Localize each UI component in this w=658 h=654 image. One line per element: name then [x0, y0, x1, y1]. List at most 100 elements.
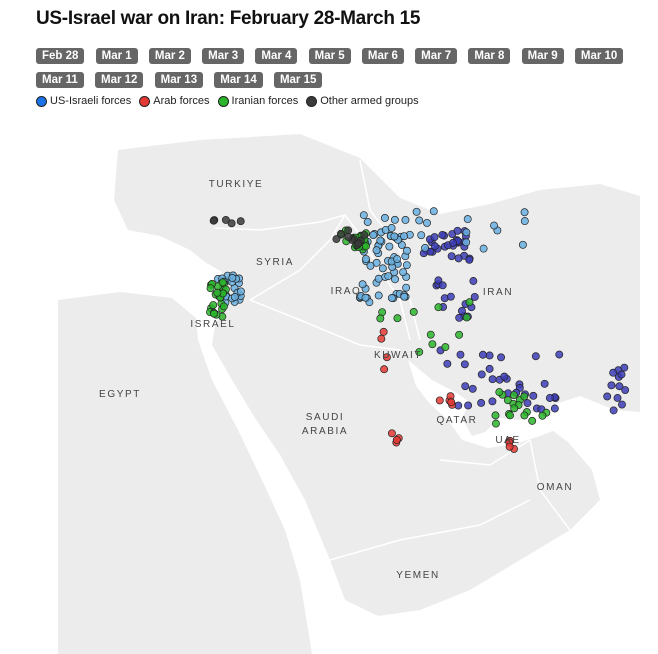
event-dot — [387, 429, 396, 438]
event-dot — [369, 231, 378, 239]
event-dot — [209, 216, 218, 225]
event-dot — [332, 235, 341, 244]
event-dot — [362, 242, 370, 251]
event-dot — [609, 406, 618, 415]
event-dot — [372, 246, 381, 255]
event-dot — [550, 404, 559, 413]
date-chip[interactable]: Mar 9 — [521, 48, 564, 64]
date-chip[interactable]: Mar 12 — [95, 72, 144, 88]
date-chip[interactable]: Mar 13 — [154, 72, 204, 88]
event-dot — [438, 231, 447, 239]
event-dot — [344, 232, 353, 241]
event-dot — [374, 291, 383, 300]
event-dot — [477, 370, 486, 379]
event-dot — [376, 314, 385, 323]
event-dot — [417, 231, 426, 240]
date-chip[interactable]: Mar 1 — [95, 48, 138, 64]
date-chip[interactable]: Mar 11 — [36, 72, 84, 88]
event-dot — [228, 274, 237, 282]
event-dot — [520, 217, 529, 226]
event-dot — [464, 401, 473, 410]
event-dot — [374, 274, 383, 283]
event-dot — [387, 294, 396, 302]
event-dot — [434, 303, 443, 312]
legend-label: Other armed groups — [320, 95, 419, 107]
date-chip[interactable]: Mar 15 — [273, 72, 323, 88]
event-dot — [213, 288, 222, 297]
map-label: EGYPT — [99, 389, 141, 400]
legend-item: Iranian forces — [217, 95, 298, 107]
date-chip[interactable]: Mar 7 — [415, 48, 458, 64]
event-dot — [460, 360, 469, 369]
map-label: KUWAIT — [373, 350, 423, 361]
event-dot — [402, 283, 411, 292]
event-dot — [509, 391, 518, 399]
legend-item: US-Israeli forces — [36, 95, 131, 107]
event-dot — [447, 398, 456, 407]
date-chip[interactable]: Mar 10 — [574, 48, 624, 64]
event-dot — [618, 400, 626, 409]
event-dot — [435, 396, 444, 405]
event-dot — [393, 255, 402, 263]
title: US-Israel war on Iran: February 28-March… — [36, 8, 421, 29]
event-dot — [510, 404, 519, 413]
event-dot — [380, 365, 389, 374]
event-dot — [376, 236, 385, 245]
map-label: TURKIYE — [208, 179, 264, 190]
land-asia — [114, 134, 640, 616]
event-dot — [478, 350, 487, 359]
date-chip[interactable]: Mar 2 — [148, 48, 191, 64]
event-dot — [380, 213, 389, 222]
event-dot — [463, 215, 472, 224]
event-dot — [455, 313, 464, 322]
event-dot — [491, 411, 500, 420]
event-dot — [520, 411, 529, 420]
event-dot — [219, 302, 228, 311]
event-dot — [400, 232, 409, 241]
date-chip[interactable]: Mar 4 — [255, 48, 298, 64]
event-dot — [458, 307, 466, 315]
event-dot — [344, 226, 353, 235]
event-dot — [354, 239, 363, 248]
event-dot — [206, 284, 215, 293]
event-dot — [401, 215, 410, 224]
event-dot — [415, 216, 424, 225]
event-dot — [218, 278, 227, 287]
date-chip[interactable]: Mar 5 — [308, 48, 351, 64]
legend: US-Israeli forces Arab forces Iranian forc… — [36, 95, 419, 107]
event-dot — [230, 293, 239, 301]
event-dot — [479, 244, 488, 253]
legend-label: US-Israeli forces — [50, 95, 132, 107]
event-dot — [428, 340, 437, 349]
event-dot — [393, 314, 402, 323]
borders — [214, 159, 571, 561]
event-dot — [236, 217, 245, 226]
event-dot — [209, 301, 218, 309]
event-dot — [399, 268, 408, 277]
date-chip[interactable]: Mar 8 — [468, 48, 511, 64]
event-dot — [402, 261, 411, 270]
event-dot — [449, 238, 457, 247]
map-label: IRAN — [482, 287, 514, 298]
map-label: QATAR — [436, 415, 478, 426]
event-dot — [506, 411, 514, 420]
event-dot — [621, 386, 630, 394]
event-dot — [495, 388, 504, 397]
date-chip[interactable]: Feb 28 — [36, 48, 85, 64]
event-dot — [358, 280, 367, 289]
date-chip[interactable]: Mar 14 — [214, 72, 263, 88]
date-selector: Feb 28 Mar 1 Mar 2 Mar 3 Mar 4 Mar 5 Mar… — [36, 44, 658, 92]
event-dot — [529, 391, 538, 400]
event-dot — [523, 399, 532, 408]
event-dot — [384, 272, 393, 281]
date-chip[interactable]: Mar 6 — [361, 48, 404, 64]
map-label: SYRIA — [255, 257, 294, 268]
legend-swatch — [36, 95, 47, 107]
event-dot — [361, 293, 370, 302]
event-dot — [477, 399, 486, 407]
map-label: YEMEN — [396, 570, 440, 581]
event-dot — [456, 350, 465, 359]
event-dot — [462, 313, 471, 322]
event-dot — [465, 298, 474, 307]
date-chip[interactable]: Mar 3 — [202, 48, 245, 64]
